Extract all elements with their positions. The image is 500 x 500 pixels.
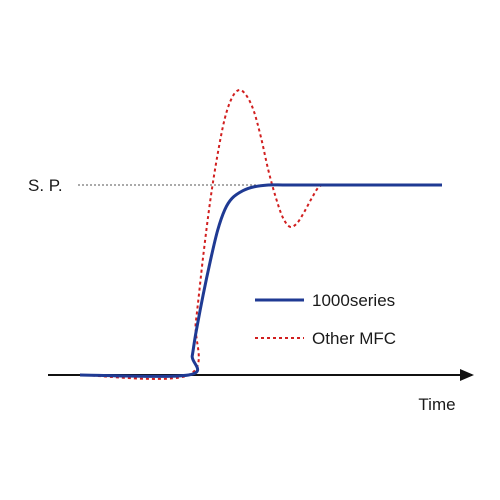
legend: 1000series Other MFC: [255, 291, 396, 348]
series-layer: [79, 88, 442, 380]
legend-label-1000series: 1000series: [312, 291, 395, 310]
x-axis-label: Time: [418, 395, 455, 414]
series-line-1000series: [79, 183, 442, 378]
setpoint-label: S. P.: [28, 176, 63, 195]
legend-label-other-mfc: Other MFC: [312, 329, 396, 348]
series-line-other-mfc: [79, 88, 334, 380]
